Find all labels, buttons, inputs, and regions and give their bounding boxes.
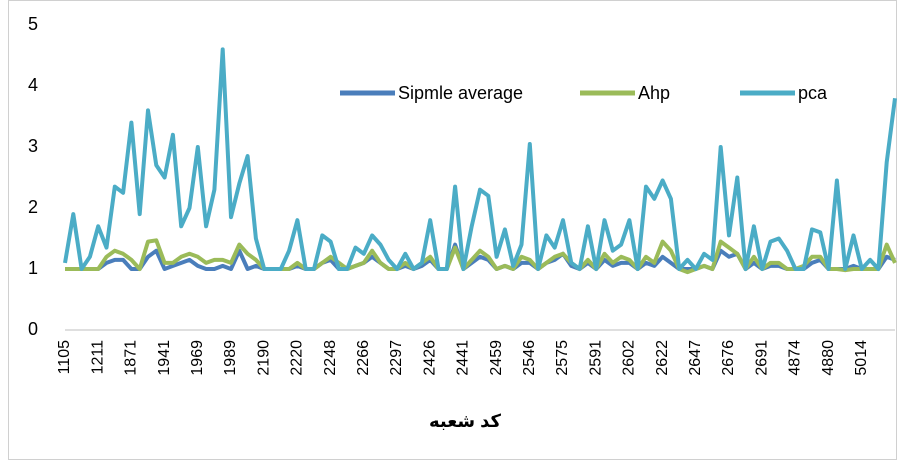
x-tick-label: 1941 [156,340,173,376]
y-tick-label: 5 [28,14,38,34]
x-tick-label: 2602 [621,340,638,376]
x-tick-label: 5014 [853,340,870,376]
y-tick-label: 0 [28,319,38,339]
legend-label: Sipmle average [398,83,523,103]
x-tick-label: 2622 [654,340,671,376]
chart-border [8,0,897,460]
x-tick-label: 2190 [255,340,272,376]
x-tick-label: 2676 [720,340,737,376]
series-line [65,238,897,275]
x-tick-label: 2297 [388,340,405,376]
legend-label: Ahp [638,83,670,103]
x-tick-label: 1969 [189,340,206,376]
x-tick-label: 2248 [322,340,339,376]
x-tick-label: 2220 [289,340,306,376]
x-axis-title: کد شعبه [429,411,502,431]
x-tick-label: 1989 [222,340,239,376]
x-tick-label: 2459 [488,340,505,376]
x-tick-label: 4880 [820,340,837,376]
legend-label: pca [798,83,828,103]
series-line [63,47,897,271]
y-tick-label: 2 [28,197,38,217]
x-tick-label: 4874 [787,340,804,376]
x-tick-label: 2426 [421,340,438,376]
x-tick-label: 2591 [587,340,604,376]
x-tick-label: 1211 [89,340,106,375]
x-tick-label: 2575 [554,340,571,376]
x-tick-label: 2266 [355,340,372,376]
y-tick-label: 3 [28,136,38,156]
x-tick-label: 2546 [521,340,538,376]
x-tick-label: 2647 [687,340,704,376]
series-line [65,242,896,271]
x-tick-label: 1105 [56,340,73,375]
y-tick-label: 1 [28,258,38,278]
x-tick-label: 2441 [455,340,472,376]
x-tick-label: 1871 [123,340,140,376]
y-tick-label: 4 [28,75,38,95]
x-tick-label: 2691 [753,340,770,376]
